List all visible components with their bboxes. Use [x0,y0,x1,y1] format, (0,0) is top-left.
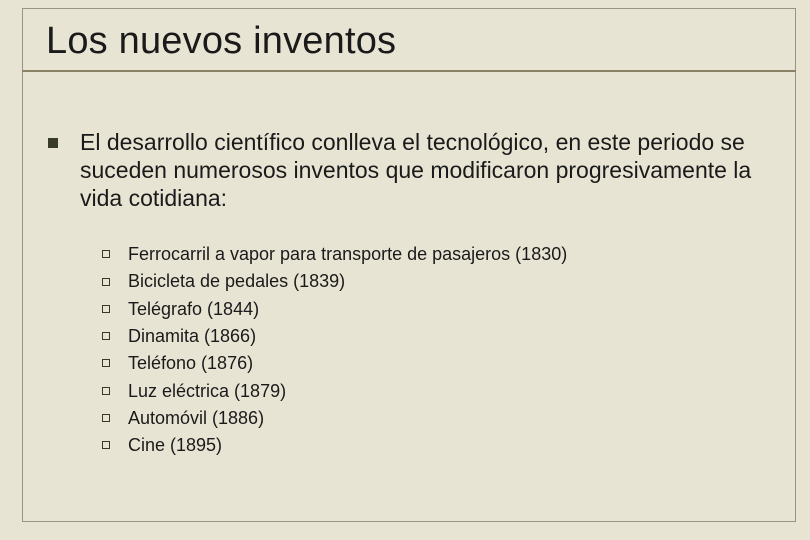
list-item-text: Dinamita (1866) [128,324,256,348]
list-item-text: Teléfono (1876) [128,351,253,375]
list-item-text: Bicicleta de pedales (1839) [128,269,345,293]
hollow-square-bullet-icon [102,387,110,395]
slide-title: Los nuevos inventos [46,20,396,63]
intro-text: El desarrollo científico conlleva el tec… [80,128,780,212]
hollow-square-bullet-icon [102,250,110,258]
title-underline [22,70,796,72]
hollow-square-bullet-icon [102,332,110,340]
hollow-square-bullet-icon [102,278,110,286]
list-item: Teléfono (1876) [102,351,780,375]
list-item-text: Cine (1895) [128,433,222,457]
list-item: Dinamita (1866) [102,324,780,348]
list-item: Telégrafo (1844) [102,297,780,321]
list-item-text: Automóvil (1886) [128,406,264,430]
title-container: Los nuevos inventos [40,20,404,63]
list-item: Luz eléctrica (1879) [102,379,780,403]
list-item-text: Luz eléctrica (1879) [128,379,286,403]
list-item: Automóvil (1886) [102,406,780,430]
intro-item: El desarrollo científico conlleva el tec… [48,128,780,212]
list-item: Cine (1895) [102,433,780,457]
inventions-list: Ferrocarril a vapor para transporte de p… [102,242,780,457]
hollow-square-bullet-icon [102,414,110,422]
list-item: Ferrocarril a vapor para transporte de p… [102,242,780,266]
list-item-text: Ferrocarril a vapor para transporte de p… [128,242,567,266]
square-bullet-icon [48,138,58,148]
hollow-square-bullet-icon [102,441,110,449]
slide-content: El desarrollo científico conlleva el tec… [48,128,780,461]
hollow-square-bullet-icon [102,359,110,367]
list-item-text: Telégrafo (1844) [128,297,259,321]
list-item: Bicicleta de pedales (1839) [102,269,780,293]
hollow-square-bullet-icon [102,305,110,313]
